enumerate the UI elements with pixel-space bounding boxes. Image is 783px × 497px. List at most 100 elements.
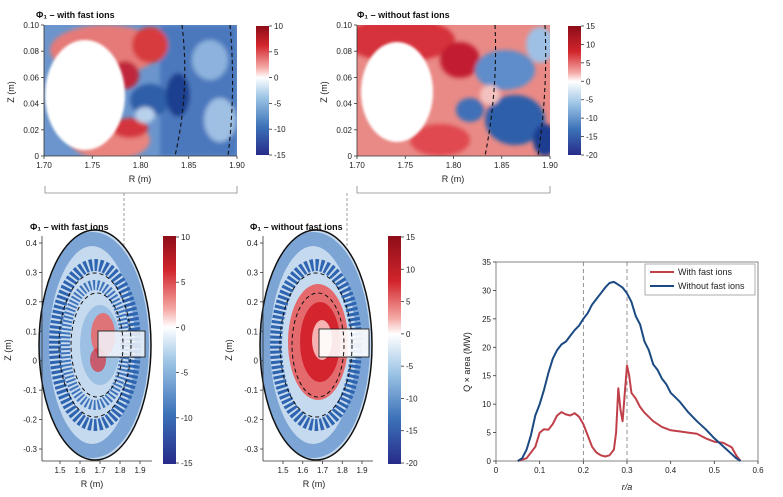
- zoom-with-title: Φ₁ – with fast ions: [36, 10, 115, 20]
- cross-without-ylabel: Z (m): [224, 339, 234, 361]
- cross-without-xtick-label: 1.6: [297, 466, 309, 475]
- zoom-without-cbtick-label: -15: [586, 133, 598, 142]
- cross-with-cbtick-label: -15: [181, 459, 193, 468]
- cross-without-colorbar-ticks: 15 10 5 0 -5 -10 -15 -20: [401, 233, 418, 468]
- zoom-with-xlabel: R (m): [129, 174, 152, 184]
- cross-without-ytick-label: -0.2: [244, 416, 258, 425]
- series-without-fast-ions-line: [517, 280, 742, 462]
- zoom-with-colorbar-ticks: 10 5 0 -5 -10 -15: [269, 22, 286, 160]
- zoom-without-title: Φ₁ – without fast ions: [357, 10, 450, 20]
- zoom-with-panel: Φ₁ – with fast ions 1.70 1.75 1.80 1.85 1.90…: [6, 10, 286, 184]
- heat-flux-ytick-label: 30: [482, 286, 491, 295]
- zoom-brackets: [44, 186, 551, 330]
- zoom-without-panel: Φ₁ – without fast ions 1.70 1.75 1.80 1.85 1…: [319, 10, 598, 184]
- cross-without-ytick-label: 0: [254, 357, 259, 366]
- cross-without-cbtick-label: -20: [406, 459, 418, 468]
- heat-flux-legend: With fast ions Without fast ions: [644, 263, 756, 296]
- zoom-with-ytick-label: 0.10: [23, 21, 39, 30]
- zoom-with-xtick-label: 1.70: [36, 161, 52, 170]
- zoom-without-xtick-label: 1.85: [494, 161, 510, 170]
- cross-without-ytick-label: 0.1: [247, 327, 259, 336]
- cross-with-xtick-label: 1.8: [114, 466, 126, 475]
- zoom-without-ytick-label: 0.04: [336, 100, 352, 109]
- cross-without-ytick-label: -0.3: [244, 445, 258, 454]
- cross-without-ytick-label: 0.3: [247, 268, 259, 277]
- zoom-with-axes: 1.70 1.75 1.80 1.85 1.90 0 0.02 0.04 0.06 0.08 0.1…: [23, 21, 245, 170]
- zoom-with-ytick-label: 0.06: [23, 73, 39, 82]
- cross-with-cbtick-label: 5: [181, 278, 186, 287]
- heat-flux-xtick-label: 0.5: [709, 466, 721, 475]
- zoom-without-colorbar: [568, 26, 581, 155]
- cross-without-xlabel: R (m): [303, 479, 326, 489]
- zoom-with-xtick-label: 1.75: [84, 161, 100, 170]
- heat-flux-ytick-label: 0: [487, 457, 492, 466]
- heat-flux-xtick-label: 0.3: [621, 466, 633, 475]
- cross-with-colorbar-ticks: 10 5 0 -5 -10 -15: [176, 233, 193, 468]
- zoom-without-xtick-label: 1.70: [349, 161, 365, 170]
- cross-without-xtick-label: 1.7: [317, 466, 329, 475]
- zoom-without-cbtick-label: -20: [586, 151, 598, 160]
- heat-flux-xtick-label: 0.1: [534, 466, 546, 475]
- zoom-without-xtick-label: 1.80: [446, 161, 462, 170]
- cross-with-cbtick-label: 10: [181, 233, 190, 242]
- zoom-without-cbtick-label: 5: [586, 59, 591, 68]
- cross-with-ytick-label: -0.1: [23, 386, 37, 395]
- cross-with-ytick-label: -0.2: [23, 416, 37, 425]
- cross-without-xtick-label: 1.5: [277, 466, 289, 475]
- zoom-with-cbtick-label: 0: [274, 74, 279, 83]
- zoom-without-axes: 1.70 1.75 1.80 1.85 1.90 0 0.02 0.04 0.06 0.08 0.1…: [336, 21, 558, 170]
- zoom-without-colorbar-ticks: 15 10 5 0 -5 -10 -15 -20: [581, 22, 598, 160]
- cross-without-title: Φ₁ – without fast ions: [250, 222, 343, 232]
- heat-flux-ytick-label: 35: [482, 258, 491, 267]
- zoom-without-cbtick-label: 10: [586, 40, 595, 49]
- zoom-without-cbtick-label: 15: [586, 22, 595, 31]
- legend-box: [644, 263, 756, 296]
- heat-flux-ytick-label: 20: [482, 343, 491, 352]
- cross-with-ytick-label: 0: [33, 357, 38, 366]
- heat-flux-xlabel: r/a: [622, 482, 633, 492]
- cross-without-cbtick-label: -5: [406, 362, 414, 371]
- heat-flux-ytick-label: 25: [482, 315, 491, 324]
- zoom-with-xtick-label: 1.85: [181, 161, 197, 170]
- cross-without-ytick-label: 0.2: [247, 298, 259, 307]
- zoom-with-ytick-label: 0.08: [23, 47, 39, 56]
- zoom-without-ytick-label: 0.02: [336, 126, 352, 135]
- cross-with-ytick-label: -0.3: [23, 445, 37, 454]
- zoom-with-ytick-label: 0: [35, 152, 40, 161]
- cross-with-xlabel: R (m): [81, 479, 104, 489]
- cross-with-ytick-label: 0.3: [26, 268, 38, 277]
- cross-with-ytick-label: 0.4: [26, 239, 38, 248]
- zoom-without-xtick-label: 1.90: [542, 161, 558, 170]
- cross-without-cbtick-label: 0: [406, 330, 411, 339]
- zoom-with-xtick-label: 1.90: [229, 161, 245, 170]
- zoom-with-cbtick-label: 10: [274, 22, 283, 31]
- cross-with-ytick-label: 0.2: [26, 298, 38, 307]
- cross-without-xtick-label: 1.9: [356, 466, 368, 475]
- cross-without-cbtick-label: -10: [406, 394, 418, 403]
- zoom-without-cbtick-label: -10: [586, 114, 598, 123]
- cross-with-xtick-label: 1.9: [134, 466, 146, 475]
- cross-without-cbtick-label: 15: [406, 233, 415, 242]
- zoom-without-cbtick-label: -5: [586, 96, 594, 105]
- zoom-without-cbtick-label: 0: [586, 77, 591, 86]
- cross-without-cbtick-label: -15: [406, 427, 418, 436]
- cross-with-axes: 1.5 1.6 1.7 1.8 1.9 0.4 0.3 0.2 0.1 0 -0.1 -0.2 -0.3: [23, 236, 152, 475]
- zoom-with-cbtick-label: 5: [274, 48, 279, 57]
- cross-with-title: Φ₁ – with fast ions: [30, 222, 109, 232]
- heat-flux-ylabel: Q × area (MW): [462, 332, 472, 392]
- zoom-with-cbtick-label: -15: [274, 151, 286, 160]
- heat-flux-chart: 0 0.1 0.2 0.3 0.4 0.5 0.6 0 5 10 15 20 25 30 35 r/a Q …: [462, 258, 764, 492]
- zoom-without-ytick-label: 0.08: [336, 47, 352, 56]
- zoom-without-ytick-label: 0.06: [336, 73, 352, 82]
- cross-without-ytick-label: 0.4: [247, 239, 259, 248]
- cross-without-axes: 1.5 1.6 1.7 1.8 1.9 0.4 0.3 0.2 0.1 0 -0.1 -0.2 -0.3: [244, 236, 373, 475]
- heat-flux-xtick-label: 0: [494, 466, 499, 475]
- heat-flux-ytick-label: 15: [482, 372, 491, 381]
- heat-flux-ytick-label: 5: [487, 429, 492, 438]
- zoom-with-ytick-label: 0.02: [23, 126, 39, 135]
- zoom-with-xtick-label: 1.80: [133, 161, 149, 170]
- cross-without-cbtick-label: 5: [406, 298, 411, 307]
- cross-without-xtick-label: 1.8: [337, 466, 349, 475]
- cross-without-cbtick-label: 10: [406, 265, 415, 274]
